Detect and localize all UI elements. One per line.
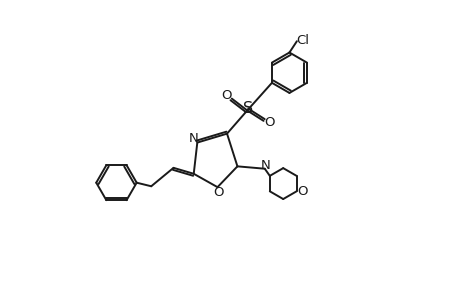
Text: S: S [242,101,252,116]
Text: O: O [213,186,224,199]
Text: N: N [260,159,270,172]
Text: O: O [221,89,231,102]
Text: O: O [297,185,307,198]
Text: O: O [264,116,274,129]
Text: N: N [188,132,197,145]
Text: Cl: Cl [296,34,308,46]
